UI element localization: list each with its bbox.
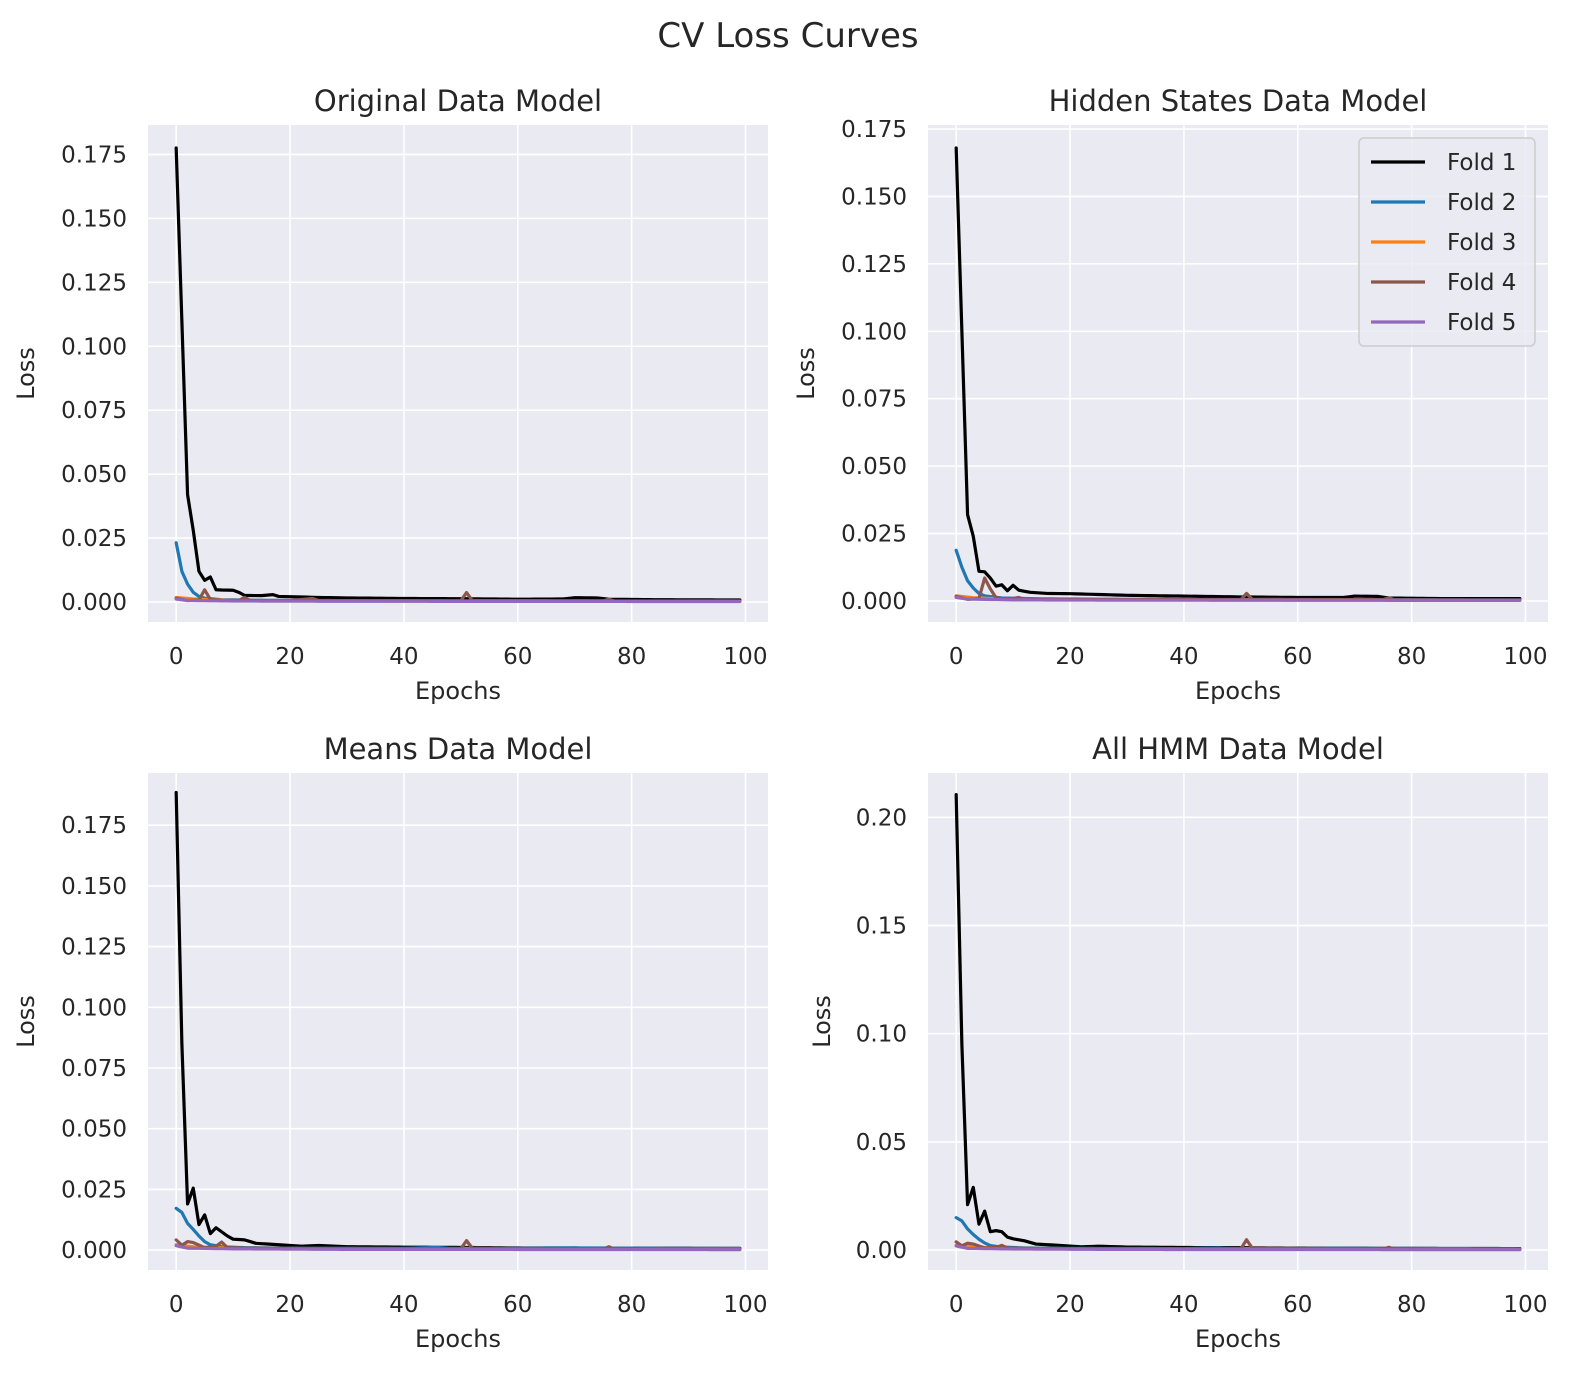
legend-label: Fold 4 bbox=[1447, 270, 1516, 296]
x-tick-label: 80 bbox=[1397, 644, 1426, 670]
y-axis-label: Loss bbox=[12, 347, 40, 400]
plot-area bbox=[148, 125, 768, 622]
y-tick-label: 0.000 bbox=[61, 1238, 127, 1264]
series-line-fold-5 bbox=[954, 595, 1522, 603]
y-tick-label: 0.10 bbox=[856, 1022, 907, 1048]
legend: Fold 1 Fold 2 Fold 3 Fold 4 Fold 5 bbox=[1358, 137, 1536, 347]
y-tick-label: 0.175 bbox=[61, 813, 127, 839]
legend-label: Fold 5 bbox=[1447, 310, 1516, 336]
y-tick-label: 0.050 bbox=[61, 1117, 127, 1143]
x-tick-label: 60 bbox=[503, 1292, 532, 1318]
panel-hidden-states: 0 20 40 60 80 100 0.000 0.025 0.050 0.075 0.100 0.1… bbox=[792, 84, 1548, 705]
panel-title: Means Data Model bbox=[324, 732, 593, 766]
panel-title: All HMM Data Model bbox=[1092, 732, 1384, 766]
legend-box bbox=[1358, 137, 1536, 347]
x-tick-label: 20 bbox=[275, 644, 304, 670]
panel-title: Hidden States Data Model bbox=[1049, 84, 1428, 118]
x-tick-label: 60 bbox=[1283, 644, 1312, 670]
y-tick-label: 0.025 bbox=[61, 1177, 127, 1203]
y-tick-label: 0.125 bbox=[841, 252, 907, 278]
series-group bbox=[954, 146, 1522, 603]
y-tick-label: 0.175 bbox=[841, 117, 907, 143]
y-axis-label: Loss bbox=[12, 995, 40, 1048]
series-line-fold-5 bbox=[174, 597, 742, 604]
x-axis-label: Epochs bbox=[415, 1325, 501, 1353]
series-group bbox=[954, 793, 1522, 1252]
x-tick-label: 20 bbox=[1055, 1292, 1084, 1318]
y-tick-label: 0.100 bbox=[61, 995, 127, 1021]
y-tick-label: 0.000 bbox=[841, 589, 907, 615]
x-tick-label: 0 bbox=[949, 1292, 964, 1318]
legend-label: Fold 2 bbox=[1447, 190, 1516, 216]
x-tick-label: 0 bbox=[169, 1292, 184, 1318]
y-tick-label: 0.125 bbox=[61, 270, 127, 296]
y-tick-label: 0.025 bbox=[841, 522, 907, 548]
y-tick-label: 0.075 bbox=[61, 1056, 127, 1082]
y-tick-label: 0.075 bbox=[841, 387, 907, 413]
series-group bbox=[174, 146, 742, 604]
x-tick-label: 100 bbox=[724, 644, 768, 670]
x-tick-label: 60 bbox=[503, 644, 532, 670]
x-tick-label: 20 bbox=[1055, 644, 1084, 670]
y-axis-label: Loss bbox=[808, 995, 836, 1048]
panel-all-hmm: 0 20 40 60 80 100 0.00 0.05 0.10 0.15 0.20 All HMM … bbox=[808, 732, 1548, 1353]
panels: 0 20 40 60 80 1000.0000.0250.0500.0750.1000.1… bbox=[12, 84, 1548, 1353]
x-tick-label: 80 bbox=[617, 644, 646, 670]
y-tick-label: 0.025 bbox=[61, 526, 127, 552]
x-tick-label: 0 bbox=[949, 644, 964, 670]
y-tick-label: 0.125 bbox=[61, 935, 127, 961]
y-tick-label: 0.000 bbox=[61, 590, 127, 616]
panel-means: 0 20 40 60 80 100 0.000 0.025 0.050 0.075 0.100 0.1… bbox=[12, 732, 768, 1353]
series-line-fold-5 bbox=[954, 1244, 1522, 1252]
plot-area bbox=[148, 773, 768, 1270]
series-group bbox=[174, 790, 742, 1252]
series-line-fold-5 bbox=[174, 1244, 742, 1252]
x-tick-label: 100 bbox=[724, 1292, 768, 1318]
y-tick-label: 0.15 bbox=[856, 914, 907, 940]
x-tick-label: 80 bbox=[617, 1292, 646, 1318]
x-tick-label: 100 bbox=[1504, 1292, 1548, 1318]
x-tick-label: 40 bbox=[1169, 1292, 1198, 1318]
panel-original: 0 20 40 60 80 100 0.000 0.025 0.050 0.075 0.100 0.1… bbox=[12, 84, 768, 705]
figure-title: CV Loss Curves bbox=[657, 16, 918, 56]
x-tick-label: 60 bbox=[1283, 1292, 1312, 1318]
x-tick-label: 40 bbox=[389, 644, 418, 670]
y-tick-label: 0.20 bbox=[856, 805, 907, 831]
x-tick-label: 80 bbox=[1397, 1292, 1426, 1318]
y-tick-label: 0.075 bbox=[61, 398, 127, 424]
legend-label: Fold 3 bbox=[1447, 230, 1516, 256]
x-axis-label: Epochs bbox=[415, 677, 501, 705]
plot-area bbox=[928, 773, 1548, 1270]
y-tick-label: 0.175 bbox=[61, 142, 127, 168]
x-axis-label: Epochs bbox=[1195, 677, 1281, 705]
y-tick-label: 0.050 bbox=[61, 462, 127, 488]
y-tick-label: 0.150 bbox=[61, 206, 127, 232]
panel-title: Original Data Model bbox=[314, 84, 602, 118]
x-tick-label: 40 bbox=[1169, 644, 1198, 670]
y-tick-label: 0.100 bbox=[61, 334, 127, 360]
y-tick-label: 0.150 bbox=[841, 184, 907, 210]
y-tick-label: 0.100 bbox=[841, 319, 907, 345]
y-tick-label: 0.150 bbox=[61, 874, 127, 900]
y-tick-label: 0.05 bbox=[856, 1130, 907, 1156]
x-axis-label: Epochs bbox=[1195, 1325, 1281, 1353]
x-tick-label: 40 bbox=[389, 1292, 418, 1318]
x-tick-label: 0 bbox=[169, 644, 184, 670]
x-tick-label: 20 bbox=[275, 1292, 304, 1318]
y-tick-label: 0.050 bbox=[841, 454, 907, 480]
y-tick-label: 0.00 bbox=[856, 1238, 907, 1264]
x-tick-label: 100 bbox=[1504, 644, 1548, 670]
y-axis-label: Loss bbox=[792, 347, 820, 400]
legend-label: Fold 1 bbox=[1447, 150, 1516, 176]
